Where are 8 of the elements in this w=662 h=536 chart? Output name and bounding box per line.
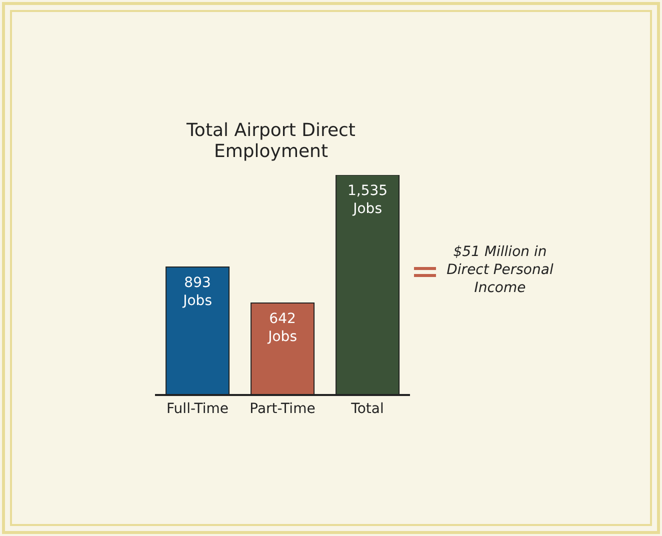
x-tick-label: Part-Time — [250, 400, 316, 417]
x-tick-label: Total — [350, 400, 384, 417]
data-label: 893 Jobs — [182, 275, 212, 310]
x-tick-label: Full-Time — [166, 400, 228, 417]
text: $51 Million in Direct Personal Income — [446, 243, 554, 297]
data-label: 1,535 Jobs — [348, 183, 388, 217]
data-label: 642 Jobs — [267, 310, 297, 345]
chart-title: Total Airport Direct Employment — [186, 120, 356, 162]
